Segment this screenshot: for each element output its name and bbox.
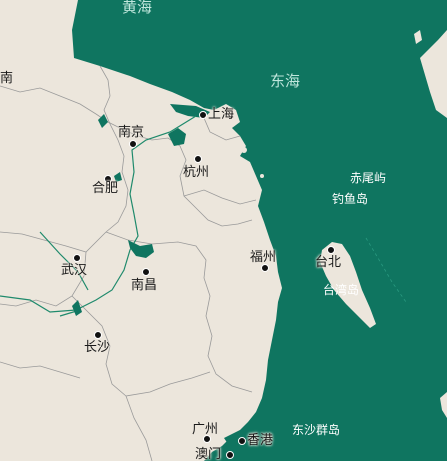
nanjing-marker[interactable] <box>129 140 137 148</box>
island-label-diaoyu: 钓鱼岛 <box>332 192 369 206</box>
taiwan-landmass <box>320 242 376 328</box>
taihu-lake <box>168 128 186 146</box>
dongting-lake <box>72 300 82 316</box>
city-label-nanjing[interactable]: 南京 <box>118 125 145 140</box>
province-borders <box>0 65 257 461</box>
hefei-marker[interactable] <box>104 175 112 183</box>
east-sea-label: 东海 <box>270 72 301 90</box>
small-northeast-island <box>414 30 422 44</box>
city-label-hefei[interactable]: 合肥 <box>92 181 119 196</box>
hongkong-marker[interactable] <box>238 437 246 445</box>
maritime-line <box>365 237 407 303</box>
fuzhou-marker[interactable] <box>261 264 269 272</box>
pearl-river-estuary <box>224 430 244 450</box>
city-label-nanchang[interactable]: 南昌 <box>131 278 158 293</box>
island-label-taiwan: 台湾岛 <box>323 283 360 297</box>
small-island <box>260 174 264 178</box>
city-label-wuhan[interactable]: 武汉 <box>61 263 88 278</box>
edge-city-label: 南 <box>0 71 14 86</box>
city-label-shanghai[interactable]: 上海 <box>208 107 235 122</box>
nanchang-marker[interactable] <box>142 268 150 276</box>
wuhan-marker[interactable] <box>73 254 81 262</box>
taipei-marker[interactable] <box>327 246 335 254</box>
hangzhou-marker[interactable] <box>194 155 202 163</box>
city-label-hangzhou[interactable]: 杭州 <box>183 165 210 180</box>
city-label-fuzhou[interactable]: 福州 <box>250 250 277 265</box>
city-label-guangzhou[interactable]: 广州 <box>192 422 219 437</box>
macau-marker[interactable] <box>226 451 234 459</box>
chaohu-lake <box>98 114 108 128</box>
city-label-taipei[interactable]: 台北 <box>315 255 342 270</box>
hefei-lake <box>114 172 122 182</box>
city-label-hongkong[interactable]: 香港 <box>247 433 274 448</box>
guangzhou-marker[interactable] <box>203 435 211 443</box>
island-label-dongsha: 东沙群岛 <box>292 423 341 437</box>
northeast-land <box>420 30 447 118</box>
changsha-marker[interactable] <box>94 331 102 339</box>
island-label-chiwei: 赤尾屿 <box>350 171 387 185</box>
east-edge-land <box>440 392 447 418</box>
mainland-landmass <box>0 0 282 461</box>
zhoushan-island <box>241 147 247 153</box>
city-label-changsha[interactable]: 长沙 <box>84 340 111 355</box>
shanghai-marker[interactable] <box>199 111 207 119</box>
yellow-sea-label: 黄海 <box>122 0 153 16</box>
poyang-lake <box>128 240 154 258</box>
city-label-macau[interactable]: 澳门 <box>195 447 222 461</box>
